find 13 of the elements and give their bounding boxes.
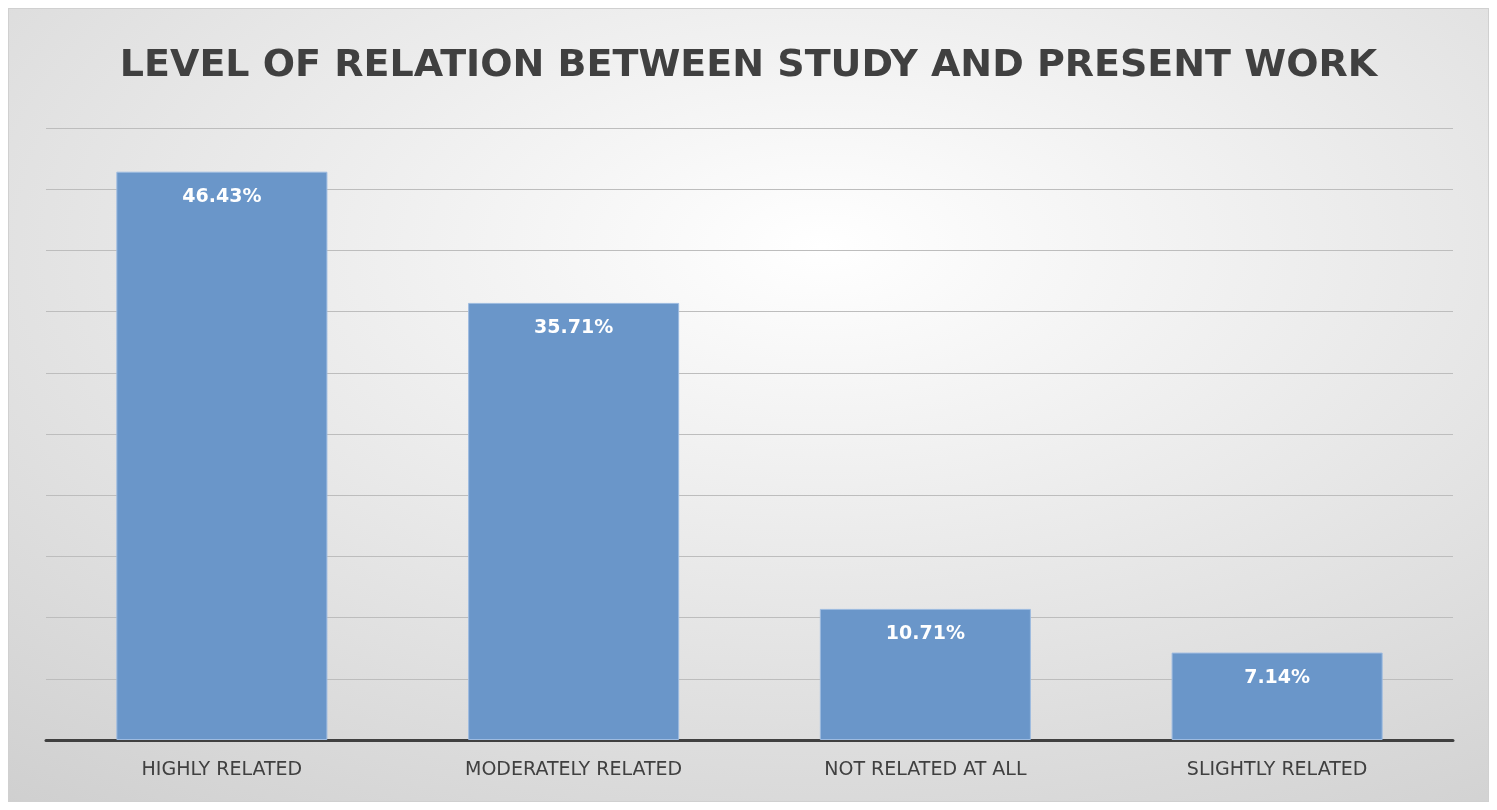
x-tick-label: MODERATELY RELATED <box>465 756 683 779</box>
x-tick-label: NOT RELATED AT ALL <box>824 756 1027 779</box>
bar <box>1171 652 1383 740</box>
x-tick-label: HIGHLY RELATED <box>141 756 303 779</box>
x-tick-label: SLIGHTLY RELATED <box>1186 756 1368 779</box>
data-label: 7.14% <box>1244 665 1311 688</box>
data-label: 10.71% <box>885 621 965 644</box>
data-label: 35.71% <box>534 315 614 338</box>
data-label: 46.43% <box>182 184 262 207</box>
chart-title: LEVEL OF RELATION BETWEEN STUDY AND PRESENT WORK <box>119 41 1379 85</box>
bar <box>819 608 1031 740</box>
bar <box>468 302 680 740</box>
bar <box>116 171 328 740</box>
